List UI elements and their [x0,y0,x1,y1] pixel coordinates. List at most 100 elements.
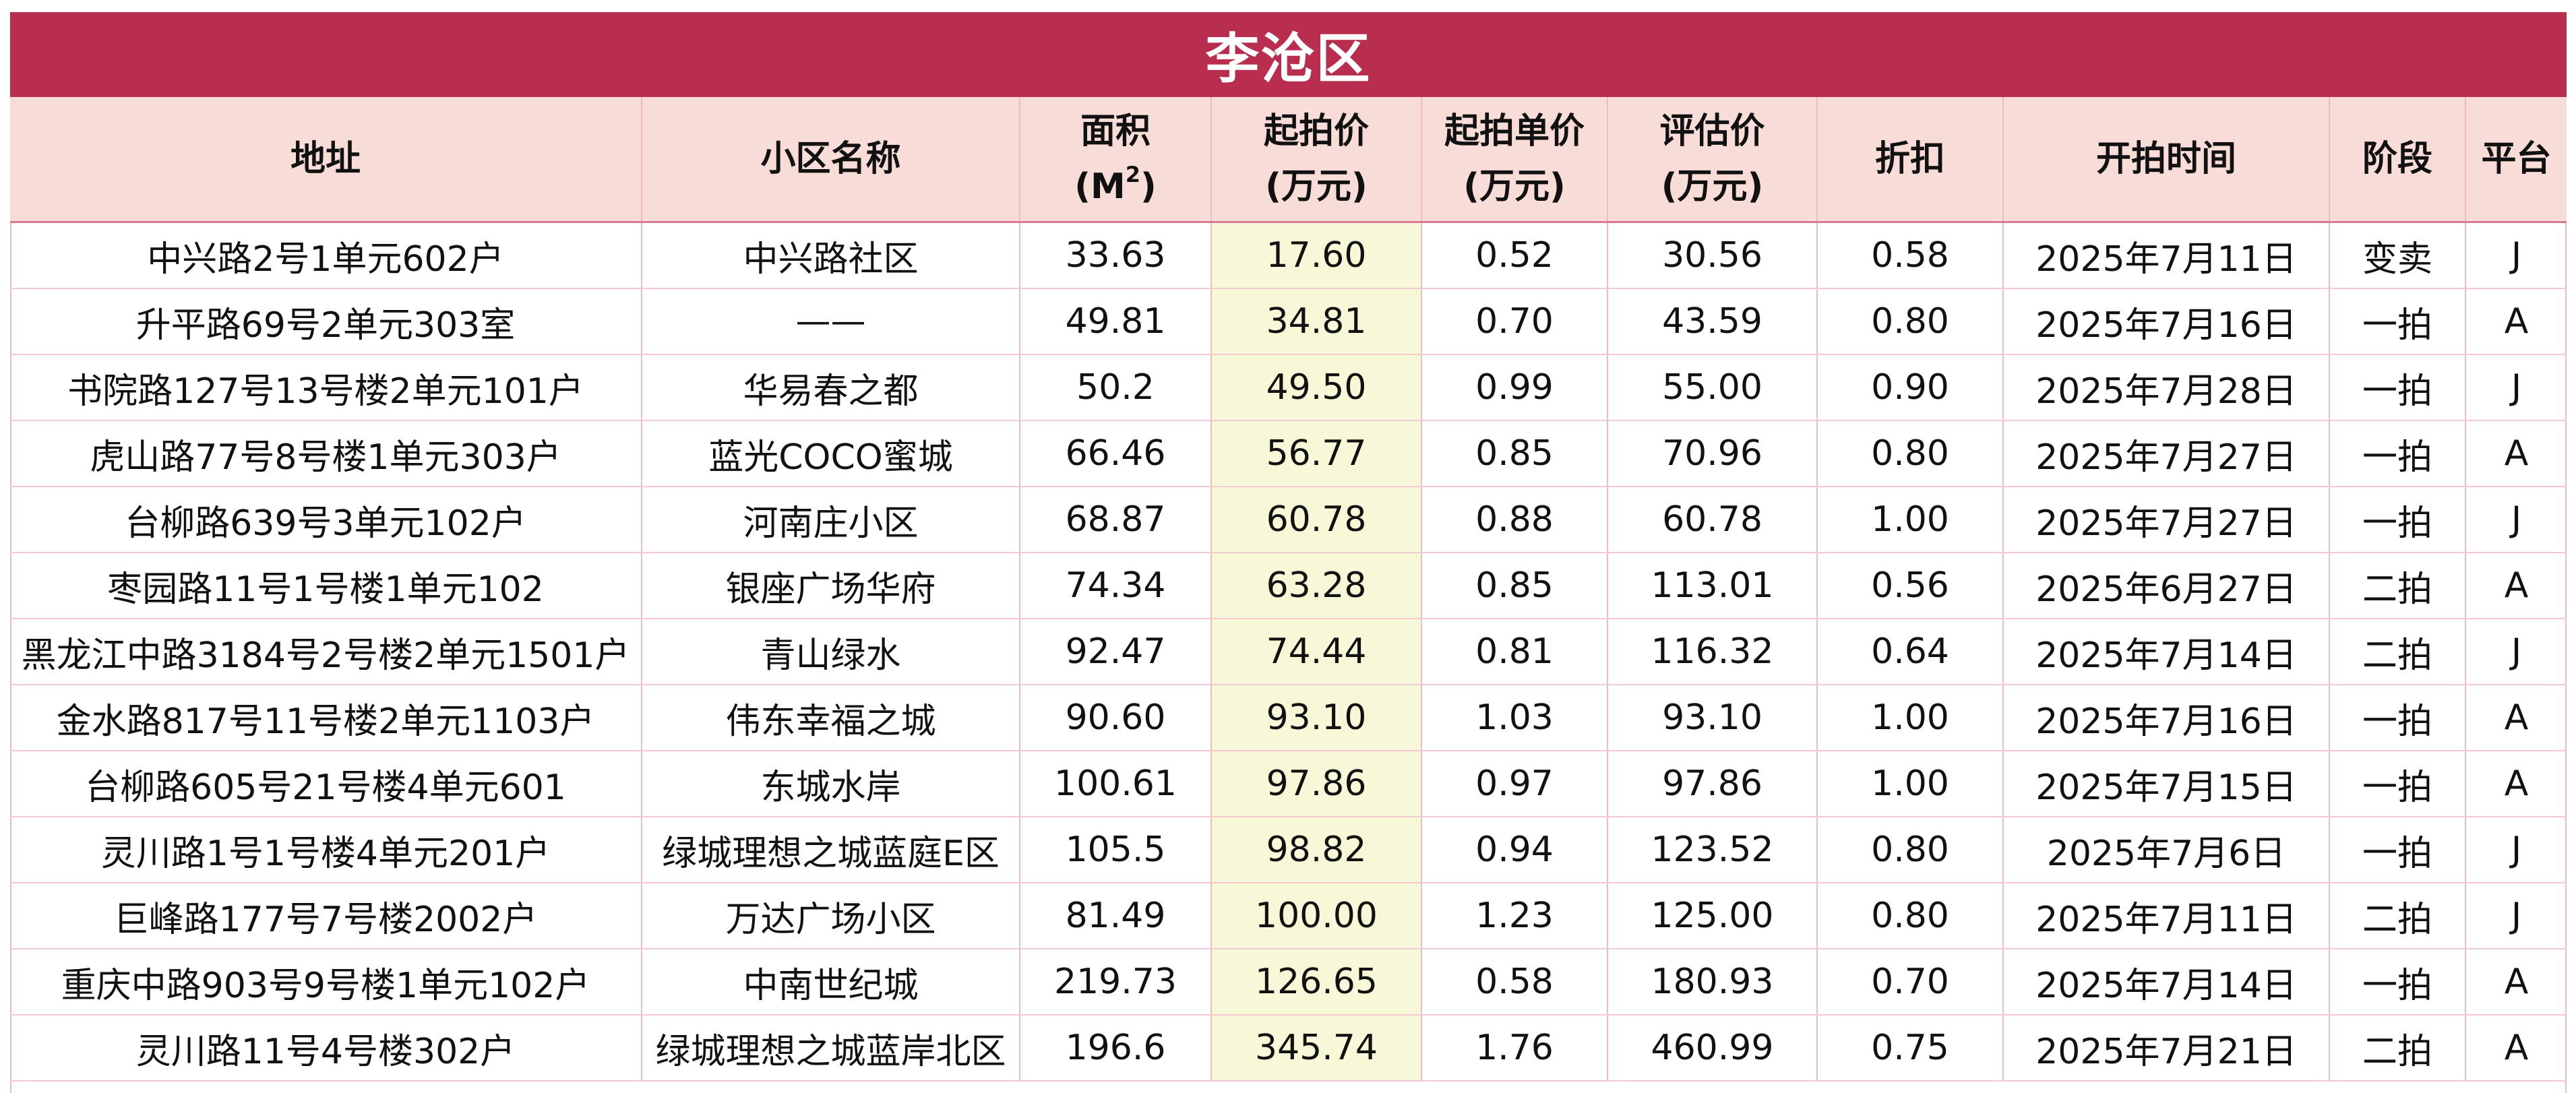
cell-discount: 0.70 [1817,949,2004,1016]
cell-stage: 一拍 [2329,817,2466,883]
table-row: 重庆中路903号9号楼1单元102户 中南世纪城 219.73 126.65 0.58 1… [10,949,2567,1016]
cell-platform: J [2465,222,2567,289]
cell-auction-date: 2025年7月16日 [2003,685,2330,751]
cell-address: 虎山路77号8号楼1单元303户 [10,420,642,487]
cell-auction-date: 2025年7月16日 [2003,288,2330,355]
cell-discount: 0.80 [1817,420,2004,487]
header-platform: 平台 [2465,97,2567,223]
cell-appraisal: 180.93 [1607,949,1818,1016]
cell-platform: A [2465,288,2567,355]
cell-address: 重庆中路903号9号楼1单元102户 [10,949,642,1016]
header-area-unit: (M2) [1074,161,1157,207]
cell-appraisal: 116.32 [1607,619,1818,685]
cell-discount: 1.00 [1817,751,2004,817]
cell-discount: 0.58 [1817,222,2004,289]
cell-area: 219.73 [1020,949,1212,1016]
header-appraisal: 评估价 (万元) [1607,97,1818,223]
cell-address: 灵川路11号4号楼302户 [10,1015,642,1082]
cell-area: 92.47 [1020,619,1212,685]
cell-area: 68.87 [1020,487,1212,553]
cell-stage: 二拍 [2329,883,2466,949]
cell-stage: 二拍 [2329,619,2466,685]
cell-community: 银座广场华府 [642,553,1020,619]
cell-address: 枣园路11号1号楼1单元102 [10,553,642,619]
cell-platform: A [2465,949,2567,1016]
header-unit-price-unit: (万元) [1463,166,1566,207]
cell-platform: J [2465,817,2567,883]
cell-address: 巨峰路177号7号楼2002户 [10,883,642,949]
cell-area: 33.63 [1020,222,1212,289]
cell-area: 50.2 [1020,354,1212,421]
cell-discount: 0.80 [1817,288,2004,355]
cell-auction-date: 2025年7月27日 [2003,420,2330,487]
cell-community: 绿城理想之城蓝岸北区 [642,1015,1020,1082]
cell-start-price: 93.10 [1211,685,1422,751]
cell-start-price: 126.65 [1211,949,1422,1016]
header-appraisal-label: 评估价 [1659,111,1765,152]
header-start-price: 起拍价 (万元) [1211,97,1422,223]
cell-unit-price: 0.58 [1421,949,1608,1016]
cell-appraisal: 123.52 [1607,817,1818,883]
table-row: 枣园路11号1号楼1单元102 银座广场华府 74.34 63.28 0.85 113.0… [10,553,2567,619]
cell-unit-price: 0.99 [1421,354,1608,421]
cell-start-price: 60.78 [1211,487,1422,553]
cell-community: 华易春之都 [642,354,1020,421]
cell-appraisal: 60.78 [1607,487,1818,553]
cell-community: 河南庄小区 [642,487,1020,553]
cell-address: 台柳路605号21号楼4单元601 [10,751,642,817]
cell-stage: 一拍 [2329,685,2466,751]
cell-start-price: 97.86 [1211,751,1422,817]
cell-stage: 一拍 [2329,751,2466,817]
cell-discount: 1.00 [1817,685,2004,751]
cell-area: 81.49 [1020,883,1212,949]
cell-unit-price: 0.94 [1421,817,1608,883]
sheet-title: 李沧区 [10,12,2567,97]
table-body: 中兴路2号1单元602户 中兴路社区 33.63 17.60 0.52 30.56 0.58… [10,222,2567,1082]
header-start-price-label: 起拍价 [1263,111,1369,152]
cell-auction-date: 2025年7月21日 [2003,1015,2330,1082]
table-row: 黑龙江中路3184号2号楼2单元1501户 青山绿水 92.47 74.44 0.81 1… [10,619,2567,685]
cell-unit-price: 0.52 [1421,222,1608,289]
cell-auction-date: 2025年7月14日 [2003,949,2330,1016]
cell-address: 中兴路2号1单元602户 [10,222,642,289]
table-row: 灵川路11号4号楼302户 绿城理想之城蓝岸北区 196.6 345.74 1.76 46… [10,1015,2567,1082]
cell-stage: 一拍 [2329,288,2466,355]
cell-platform: J [2465,883,2567,949]
header-unit-price: 起拍单价 (万元) [1421,97,1608,223]
table-row: 金水路817号11号楼2单元1103户 伟东幸福之城 90.60 93.10 1.03 9… [10,685,2567,751]
cell-auction-date: 2025年7月11日 [2003,883,2330,949]
cell-area: 74.34 [1020,553,1212,619]
cell-platform: A [2465,751,2567,817]
cell-community: 绿城理想之城蓝庭E区 [642,817,1020,883]
cell-start-price: 56.77 [1211,420,1422,487]
cell-area: 196.6 [1020,1015,1212,1082]
cell-discount: 0.90 [1817,354,2004,421]
table-row: 中兴路2号1单元602户 中兴路社区 33.63 17.60 0.52 30.56 0.58… [10,222,2567,289]
cell-address: 灵川路1号1号楼4单元201户 [10,817,642,883]
table-row: 灵川路1号1号楼4单元201户 绿城理想之城蓝庭E区 105.5 98.82 0.94 1… [10,817,2567,883]
cell-area: 49.81 [1020,288,1212,355]
auction-table: 地址 小区名称 面积 (M2) 起拍价 (万元) 起拍单价 (万元) 评估价 (… [10,97,2567,1082]
cell-unit-price: 0.85 [1421,553,1608,619]
cell-area: 90.60 [1020,685,1212,751]
header-row: 地址 小区名称 面积 (M2) 起拍价 (万元) 起拍单价 (万元) 评估价 (… [10,97,2567,223]
header-start-price-unit: (万元) [1265,166,1368,207]
cell-unit-price: 1.23 [1421,883,1608,949]
cell-auction-date: 2025年7月15日 [2003,751,2330,817]
cell-address: 金水路817号11号楼2单元1103户 [10,685,642,751]
cell-address: 升平路69号2单元303室 [10,288,642,355]
cell-platform: A [2465,685,2567,751]
cell-unit-price: 0.88 [1421,487,1608,553]
cell-auction-date: 2025年7月6日 [2003,817,2330,883]
cell-platform: A [2465,420,2567,487]
table-row: 巨峰路177号7号楼2002户 万达广场小区 81.49 100.00 1.23 125.… [10,883,2567,949]
cell-appraisal: 55.00 [1607,354,1818,421]
cell-appraisal: 93.10 [1607,685,1818,751]
header-auction-date: 开拍时间 [2003,97,2330,223]
table-row: 虎山路77号8号楼1单元303户 蓝光COCO蜜城 66.46 56.77 0.85 70… [10,420,2567,487]
header-area-label: 面积 [1080,111,1151,152]
cell-community: 中南世纪城 [642,949,1020,1016]
cell-community: 东城水岸 [642,751,1020,817]
cell-appraisal: 97.86 [1607,751,1818,817]
cell-start-price: 98.82 [1211,817,1422,883]
